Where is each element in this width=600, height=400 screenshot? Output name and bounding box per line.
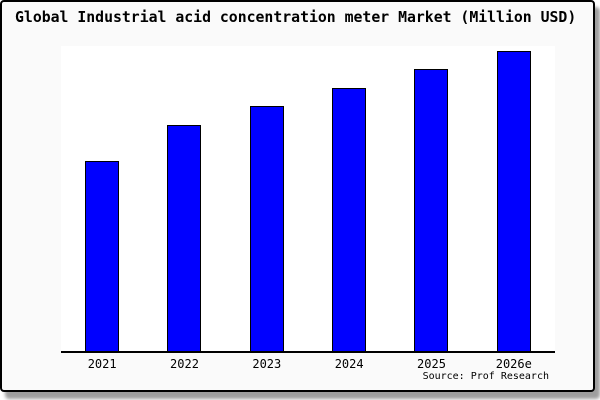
bar-slot-2022 xyxy=(143,46,225,351)
bar-slot-2026e xyxy=(473,46,555,351)
bar-2024 xyxy=(332,87,367,351)
x-tick-label-2024: 2024 xyxy=(334,357,364,371)
x-tick-label-2025: 2025 xyxy=(417,357,446,371)
x-tick-label-2022: 2022 xyxy=(170,357,199,371)
bar-2022 xyxy=(167,125,202,351)
bar-slot-2024 xyxy=(308,46,390,351)
source-label: Source: Prof Research xyxy=(422,371,549,382)
bar-2023 xyxy=(249,105,284,351)
bar-2021 xyxy=(85,161,120,351)
x-tick-label-2023: 2023 xyxy=(252,357,282,371)
chart-frame: Global Industrial acid concentration met… xyxy=(0,0,595,392)
bar-2025 xyxy=(414,69,449,351)
bar-slot-2021 xyxy=(61,46,143,351)
bar-2026e xyxy=(496,51,531,351)
plot-area xyxy=(61,46,555,353)
bar-slot-2023 xyxy=(226,46,308,351)
bar-slot-2025 xyxy=(390,46,472,351)
bars-container xyxy=(61,46,555,351)
chart-title: Global Industrial acid concentration met… xyxy=(15,9,577,26)
x-tick-label-2026e: 2026e xyxy=(495,357,532,371)
x-tick-label-2021: 2021 xyxy=(87,357,117,371)
x-axis-labels: 2021 2022 2023 2024 2025 2026e xyxy=(61,357,555,371)
